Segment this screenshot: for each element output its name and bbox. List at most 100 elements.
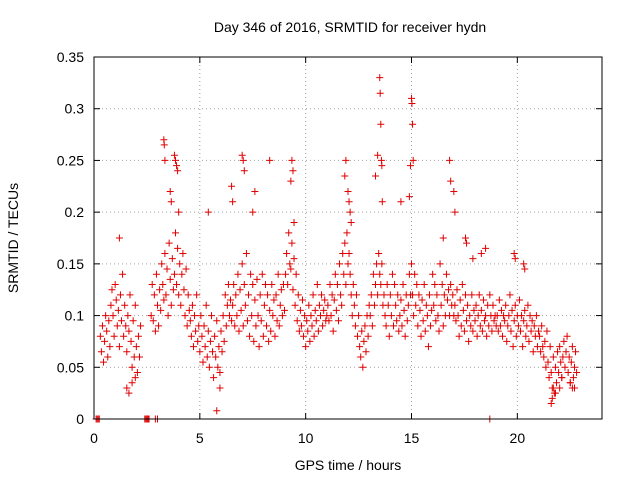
data-point — [181, 312, 189, 320]
data-point — [291, 301, 299, 309]
data-point — [133, 368, 141, 376]
data-point — [562, 348, 570, 356]
data-point — [201, 343, 209, 351]
data-point — [198, 332, 206, 340]
data-point — [358, 327, 366, 335]
data-point — [557, 358, 565, 366]
data-point — [463, 317, 471, 325]
data-point — [561, 363, 569, 371]
y-tick-label: 0.15 — [57, 256, 84, 272]
data-point — [281, 306, 288, 314]
data-point — [346, 270, 354, 278]
data-point — [249, 208, 257, 216]
data-point — [522, 332, 530, 340]
data-point — [439, 234, 447, 242]
data-point — [452, 317, 460, 325]
data-point — [543, 327, 551, 335]
data-point — [191, 312, 199, 320]
data-point — [374, 291, 382, 299]
data-point — [220, 337, 228, 345]
data-point — [318, 291, 326, 299]
data-point — [312, 317, 320, 325]
data-point — [151, 327, 159, 335]
data-point — [98, 322, 106, 330]
data-point — [174, 244, 182, 252]
data-point — [436, 260, 444, 268]
data-point — [238, 151, 246, 159]
data-point — [96, 332, 104, 340]
data-point — [131, 301, 139, 309]
data-point — [263, 322, 271, 330]
data-point — [443, 296, 451, 304]
data-point — [166, 275, 174, 283]
data-point — [432, 317, 440, 325]
data-point — [505, 312, 513, 320]
data-point — [193, 291, 201, 299]
data-point — [368, 322, 376, 330]
data-point — [175, 208, 183, 216]
data-point — [341, 172, 349, 180]
data-point — [169, 286, 177, 294]
data-point — [359, 363, 367, 371]
data-point — [438, 281, 446, 289]
data-point — [106, 343, 114, 351]
data-point — [433, 291, 441, 299]
data-point — [287, 177, 295, 185]
data-point — [204, 208, 212, 216]
data-point — [521, 265, 529, 273]
data-point — [449, 291, 457, 299]
data-point — [454, 312, 462, 320]
data-point — [101, 337, 109, 345]
data-point — [283, 250, 291, 258]
data-point — [147, 312, 155, 320]
data-point — [122, 322, 130, 330]
data-point — [468, 291, 476, 299]
data-point — [435, 327, 443, 335]
data-point — [343, 229, 351, 237]
data-point — [284, 281, 292, 289]
data-point — [398, 322, 406, 330]
data-point — [289, 167, 297, 175]
data-point — [277, 286, 285, 294]
data-point — [473, 332, 481, 340]
data-point — [461, 291, 469, 299]
data-point — [282, 270, 290, 278]
data-point — [331, 270, 339, 278]
data-point — [466, 312, 474, 320]
data-point — [447, 281, 455, 289]
data-point — [360, 337, 368, 345]
data-point — [447, 177, 455, 185]
data-point — [455, 332, 463, 340]
data-point — [423, 312, 431, 320]
data-point — [472, 301, 480, 309]
data-point — [488, 327, 496, 335]
data-point — [354, 332, 362, 340]
data-point — [405, 193, 413, 201]
data-point — [337, 291, 345, 299]
data-point — [451, 301, 459, 309]
data-point — [159, 281, 167, 289]
data-point — [481, 317, 489, 325]
data-point — [315, 301, 323, 309]
data-point — [253, 275, 261, 283]
data-point — [103, 327, 111, 335]
data-point — [427, 322, 435, 330]
data-point — [210, 374, 218, 382]
data-point — [102, 312, 110, 320]
data-point — [268, 281, 276, 289]
data-point — [547, 368, 555, 376]
data-point — [524, 301, 532, 309]
data-point — [547, 399, 555, 407]
data-point — [419, 317, 427, 325]
data-point — [232, 291, 240, 299]
data-point — [295, 327, 303, 335]
y-tick-label: 0.1 — [65, 308, 85, 324]
data-point — [126, 291, 134, 299]
data-point — [421, 327, 429, 335]
data-point — [464, 301, 472, 309]
data-point — [511, 255, 519, 263]
data-point — [206, 337, 214, 345]
data-point — [109, 312, 117, 320]
data-point — [573, 368, 581, 376]
x-tick-label: 0 — [90, 430, 98, 446]
